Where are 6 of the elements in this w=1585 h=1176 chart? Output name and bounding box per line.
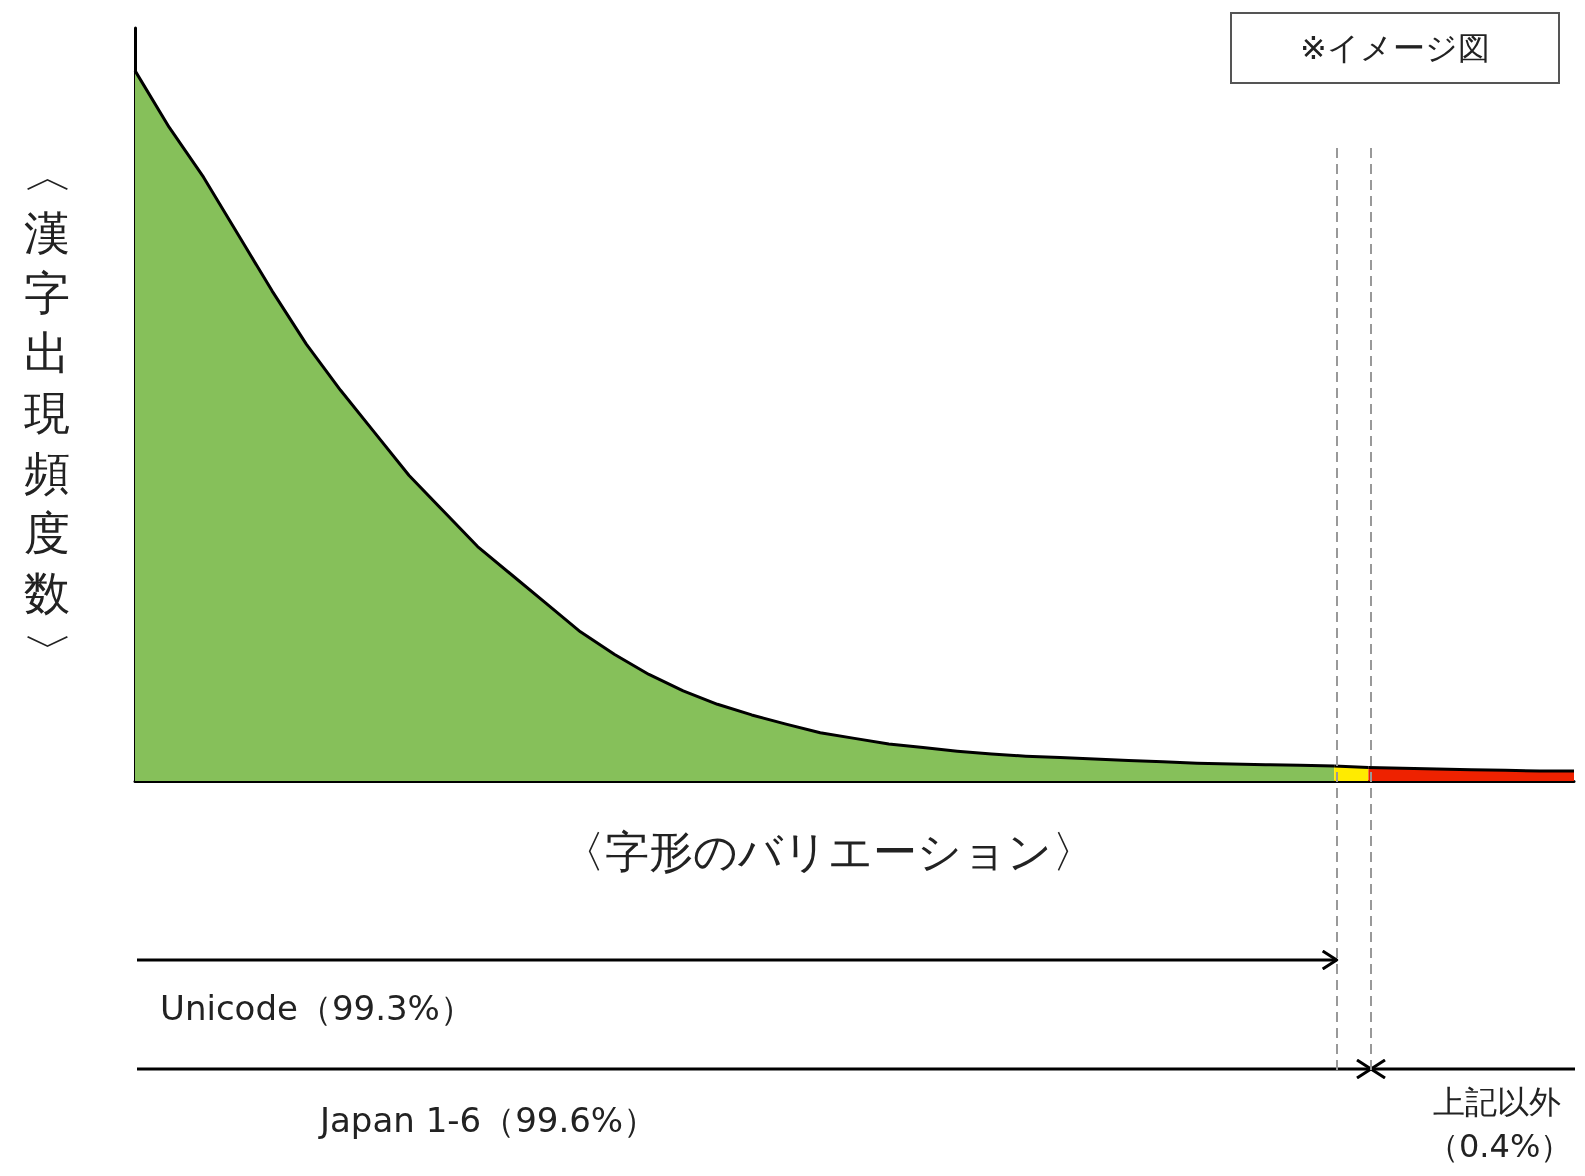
text: Japan 1-6（99.6%） bbox=[320, 1099, 658, 1142]
text: 上記以外（0.4%） bbox=[1427, 1082, 1573, 1167]
text: 〈漢字出現頻度数〉 bbox=[20, 150, 74, 676]
x-axis-title: 〈字形のバリエーション〉 bbox=[559, 825, 1097, 879]
text: ※イメージ図 bbox=[1230, 12, 1560, 84]
text: Unicode（99.3%） bbox=[160, 987, 474, 1030]
